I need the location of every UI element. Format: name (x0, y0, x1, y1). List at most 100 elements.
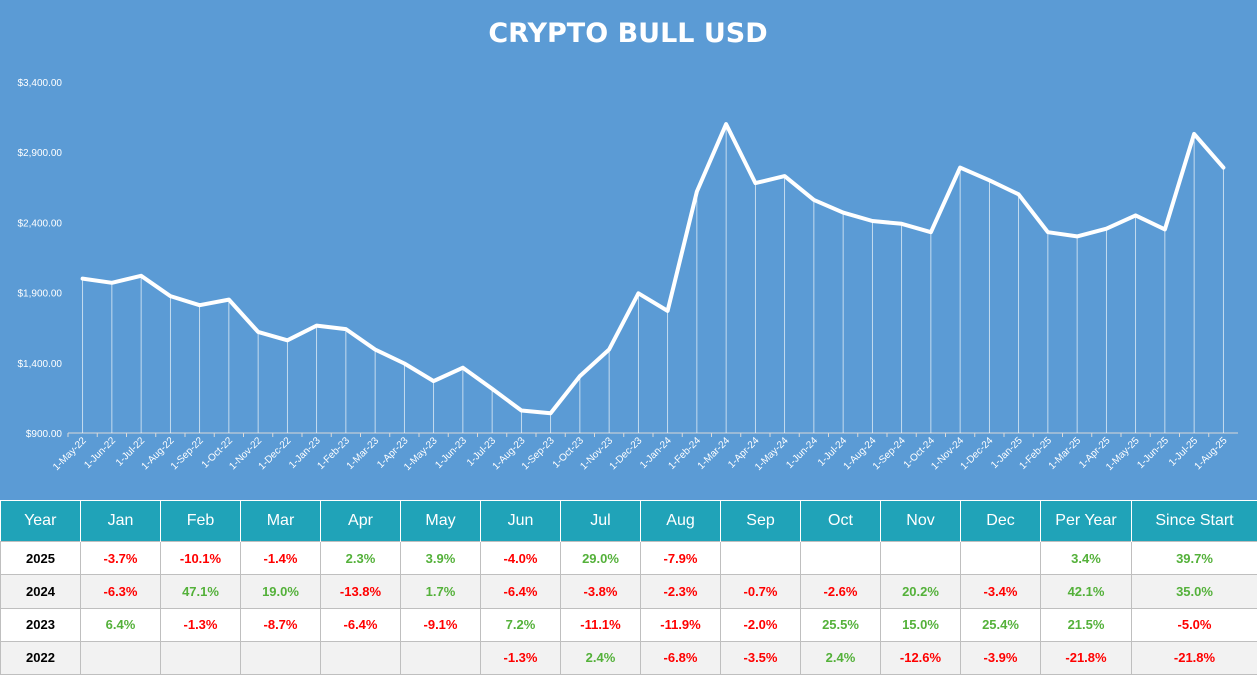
data-point (432, 379, 436, 383)
return-cell: -11.1% (560, 607, 641, 642)
year-cell: 2022 (0, 640, 81, 675)
y-tick-label: $1,900.00 (18, 289, 63, 300)
return-cell: 2.3% (320, 540, 401, 576)
data-point (402, 362, 406, 366)
return-cell: 20.2% (880, 574, 961, 609)
return-cell: -2.3% (640, 574, 721, 609)
x-tick-label: 1-May-22 (51, 435, 89, 473)
column-header: Apr (320, 501, 401, 542)
column-header: Feb (160, 501, 241, 542)
return-cell: -7.9% (640, 540, 721, 576)
data-point (549, 411, 553, 415)
data-point (607, 347, 611, 351)
y-tick-label: $2,400.00 (18, 218, 63, 229)
column-header: Year (0, 501, 81, 542)
return-cell: 6.4% (80, 607, 161, 642)
data-point (81, 277, 85, 281)
data-point (519, 409, 523, 413)
return-cell (240, 640, 321, 675)
year-cell: 2025 (0, 540, 81, 576)
year-cell: 2023 (0, 607, 81, 642)
data-point (1163, 227, 1167, 231)
return-cell: -6.4% (320, 607, 401, 642)
x-tick-label: 1-Sep-24 (871, 435, 908, 472)
data-point (1192, 132, 1196, 136)
year-cell: 2024 (0, 574, 81, 609)
return-cell: 1.7% (400, 574, 481, 609)
data-point (783, 174, 787, 178)
data-point (870, 219, 874, 223)
chart-area: CRYPTO BULL USD $900.00 $1,400.00 $1,900.00… (0, 0, 1257, 500)
return-cell (960, 540, 1041, 576)
x-tick-label: 1-Dec-23 (608, 435, 645, 472)
return-cell: 3.9% (400, 540, 481, 576)
x-tick-label: 1-Sep-22 (169, 435, 206, 472)
column-header: Jul (560, 501, 641, 542)
return-cell (720, 540, 801, 576)
data-point (636, 291, 640, 295)
data-point (666, 309, 670, 313)
return-cell: -3.8% (560, 574, 641, 609)
return-cell: -6.4% (480, 574, 561, 609)
monthly-returns-table: Year Jan Feb Mar Apr May Jun Jul Aug Sep Oct Nov Dec… (0, 501, 1257, 675)
data-point (724, 122, 728, 126)
return-cell: -1.3% (480, 640, 561, 675)
return-cell (800, 540, 881, 576)
x-tick-label: 1-Sep-23 (520, 435, 557, 472)
column-header: May (400, 501, 481, 542)
column-header: Sep (720, 501, 801, 542)
data-point (198, 303, 202, 307)
x-tick-label: 1-Aug-25 (1193, 435, 1230, 472)
return-cell: -3.5% (720, 640, 801, 675)
return-cell: 15.0% (880, 607, 961, 642)
data-point (110, 281, 114, 285)
table-row: 2022 -1.3% 2.4% -6.8% -3.5% 2.4% -12.6% -3.9% -2… (0, 640, 1257, 675)
data-point (168, 294, 172, 298)
return-cell: -2.0% (720, 607, 801, 642)
return-cell: 29.0% (560, 540, 641, 576)
table-row: 2023 6.4% -1.3% -8.7% -6.4% -9.1% 7.2% -11.1% -1… (0, 607, 1257, 642)
data-point (841, 211, 845, 215)
data-point (315, 324, 319, 328)
return-cell: 42.1% (1040, 574, 1132, 609)
return-cell (880, 540, 961, 576)
return-cell: -13.8% (320, 574, 401, 609)
return-cell (160, 640, 241, 675)
return-cell: -10.1% (160, 540, 241, 576)
x-tick-label: 1-Mar-25 (1047, 435, 1084, 472)
return-cell: 7.2% (480, 607, 561, 642)
data-point (695, 190, 699, 194)
data-point (812, 198, 816, 202)
return-cell: 39.7% (1131, 540, 1257, 576)
table-row: 2025 -3.7% -10.1% -1.4% 2.3% 3.9% -4.0% 29.0% -7… (0, 540, 1257, 576)
data-point (753, 181, 757, 185)
column-header: Nov (880, 501, 961, 542)
data-point (256, 330, 260, 334)
y-tick-label: $900.00 (26, 429, 63, 440)
data-point (285, 338, 289, 342)
return-cell: -9.1% (400, 607, 481, 642)
return-cell: 25.4% (960, 607, 1041, 642)
x-tick-label: 1-Jun-23 (433, 435, 469, 471)
x-tick-label: 1-Jun-22 (82, 435, 118, 471)
y-tick-label: $1,400.00 (18, 359, 63, 370)
return-cell: -6.3% (80, 574, 161, 609)
data-point (958, 166, 962, 170)
return-cell: -3.4% (960, 574, 1041, 609)
column-header: Mar (240, 501, 321, 542)
x-tick-label: 1-Mar-24 (696, 435, 733, 472)
data-point (900, 222, 904, 226)
data-point (1104, 227, 1108, 231)
return-cell: -11.9% (640, 607, 721, 642)
y-tick-label: $3,400.00 (18, 78, 63, 89)
line-chart: CRYPTO BULL USD $900.00 $1,400.00 $1,900.00… (18, 18, 1238, 473)
return-cell: 19.0% (240, 574, 321, 609)
return-cell: -1.4% (240, 540, 321, 576)
data-point (578, 374, 582, 378)
x-tick-label: 1-Jun-24 (784, 435, 820, 471)
return-cell: 3.4% (1040, 540, 1132, 576)
data-point (227, 298, 231, 302)
chart-title: CRYPTO BULL USD (488, 18, 767, 49)
return-cell: 25.5% (800, 607, 881, 642)
column-header: Oct (800, 501, 881, 542)
